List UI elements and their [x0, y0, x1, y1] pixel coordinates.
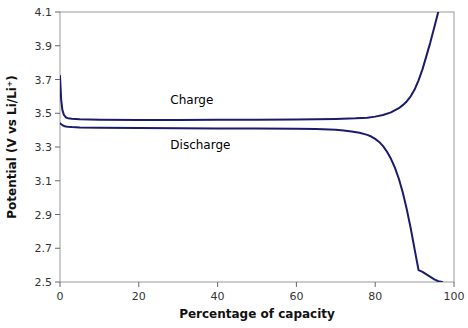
x-tick [454, 282, 455, 287]
y-tick [55, 248, 60, 249]
chart: 0 20 40 60 80 100 2.5 2.7 2.9 3.1 3.3 3.5 3.7 3.9 4.1 P… [0, 0, 468, 328]
y-tick-label: 2.7 [35, 242, 53, 255]
x-tick [60, 282, 61, 287]
y-axis-label: Potential (V vs Li/Li⁺) [5, 75, 19, 219]
x-axis-label: Percentage of capacity [179, 307, 335, 321]
y-tick-label: 3.9 [35, 40, 53, 53]
y-tick [55, 45, 60, 46]
y-tick-label: 2.9 [35, 209, 53, 222]
series-line [60, 12, 438, 120]
annotation: Discharge [170, 138, 230, 152]
series-line [60, 123, 442, 282]
annotation: Charge [170, 93, 213, 107]
y-tick [55, 180, 60, 181]
plot-frame [60, 12, 454, 282]
x-tick [138, 282, 139, 287]
x-tick-label: 20 [132, 290, 146, 303]
y-tick-label: 3.7 [35, 74, 53, 87]
y-tick [55, 147, 60, 148]
y-tick [55, 113, 60, 114]
x-tick [296, 282, 297, 287]
x-tick-label: 0 [57, 290, 64, 303]
x-tick-label: 80 [368, 290, 382, 303]
y-tick-label: 3.5 [35, 107, 53, 120]
x-tick [375, 282, 376, 287]
x-tick-label: 60 [289, 290, 303, 303]
y-tick-label: 2.5 [35, 276, 53, 289]
y-tick [55, 214, 60, 215]
y-tick [55, 12, 60, 13]
plot-area [60, 12, 442, 282]
x-tick-label: 40 [211, 290, 225, 303]
y-tick-label: 4.1 [35, 6, 53, 19]
x-tick [217, 282, 218, 287]
x-tick-label: 100 [444, 290, 465, 303]
y-tick-label: 3.1 [35, 175, 53, 188]
y-tick [55, 282, 60, 283]
y-tick [55, 79, 60, 80]
y-tick-label: 3.3 [35, 141, 53, 154]
